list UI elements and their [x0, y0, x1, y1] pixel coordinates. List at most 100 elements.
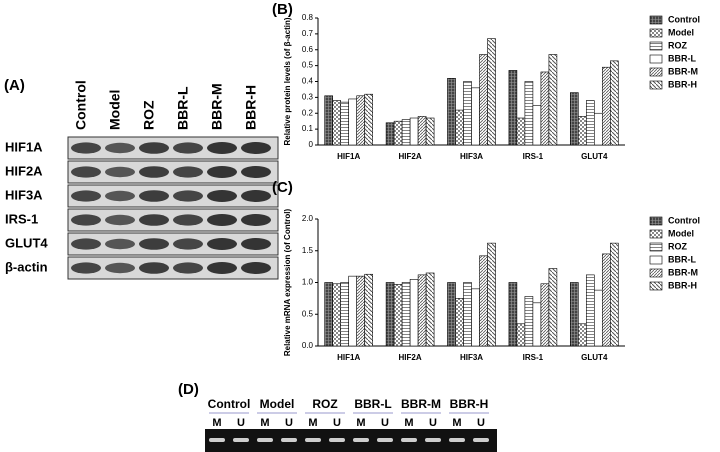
- y-tick-label: 0: [309, 140, 314, 149]
- lane-label: U: [477, 417, 485, 429]
- x-tick-label: HIF1A: [337, 152, 360, 161]
- bar: [569, 92, 579, 146]
- x-tick-label: HIF3A: [460, 353, 483, 362]
- bar: [324, 282, 334, 347]
- bar: [609, 60, 619, 146]
- x-tick-label: GLUT4: [581, 353, 608, 362]
- bar: [385, 282, 395, 347]
- x-tick-label: GLUT4: [581, 152, 608, 161]
- blot-band: [139, 214, 169, 226]
- y-tick-label: 0.2: [302, 108, 314, 117]
- bar: [548, 54, 558, 146]
- lane-label: U: [237, 417, 245, 429]
- gel-band: [281, 438, 297, 442]
- blot-band: [139, 238, 169, 250]
- column-label: Control: [73, 80, 89, 130]
- gel-band: [257, 438, 273, 442]
- bar: [324, 95, 334, 146]
- gel: [205, 429, 497, 452]
- legend-label: Control: [668, 215, 700, 225]
- legend-swatch: [649, 255, 663, 265]
- blot-band: [207, 142, 237, 154]
- x-tick-label: IRS-1: [523, 353, 544, 362]
- lane-label: U: [333, 417, 341, 429]
- blot-band: [241, 190, 271, 202]
- column-label: ROZ: [141, 100, 157, 130]
- blot-band: [105, 142, 135, 154]
- legend-swatch: [649, 15, 663, 25]
- blot-band: [241, 238, 271, 250]
- bar: [532, 302, 542, 347]
- bar: [332, 283, 342, 347]
- bar: [585, 100, 595, 146]
- row-label: GLUT4: [5, 235, 48, 250]
- legend-label: BBR-H: [668, 79, 697, 89]
- blot-band: [241, 262, 271, 274]
- blot-band: [173, 238, 203, 250]
- bar: [487, 38, 496, 146]
- legend-label: Control: [668, 14, 700, 24]
- blot-band: [71, 262, 101, 274]
- legend-label: BBR-H: [668, 280, 697, 290]
- gel-band: [377, 438, 393, 442]
- bar: [447, 78, 456, 146]
- bar: [385, 122, 395, 146]
- bar: [479, 54, 488, 146]
- y-tick-label: 0.0: [302, 341, 314, 350]
- legend-label: BBR-L: [668, 254, 696, 264]
- legend-label: ROZ: [668, 241, 688, 251]
- row-label: HIF2A: [5, 163, 43, 178]
- blot-band: [207, 190, 237, 202]
- panel-label: (B): [272, 1, 293, 18]
- bar: [348, 98, 358, 146]
- x-tick-label: HIF2A: [399, 152, 422, 161]
- bar: [356, 275, 366, 347]
- bar: [524, 81, 534, 146]
- gel-band: [449, 438, 465, 442]
- bar: [487, 242, 496, 347]
- bar: [540, 71, 550, 146]
- blot-band: [241, 214, 271, 226]
- blot-band: [105, 214, 135, 226]
- bar: [364, 93, 374, 146]
- bar: [601, 253, 611, 347]
- bar: [516, 323, 526, 347]
- y-tick-label: 0.1: [302, 124, 314, 133]
- bar: [447, 282, 456, 347]
- bar: [577, 323, 587, 347]
- bar: [401, 119, 411, 146]
- bar: [417, 116, 427, 146]
- column-label: BBR-H: [243, 85, 259, 130]
- gel-band: [329, 438, 345, 442]
- bar: [425, 272, 435, 347]
- y-axis-label: Relative mRNA expression (of Control): [283, 209, 292, 357]
- bar: [471, 288, 480, 347]
- lane-label: M: [260, 417, 269, 429]
- bar: [393, 284, 403, 347]
- lane-label: U: [381, 417, 389, 429]
- legend-label: BBR-L: [668, 53, 696, 63]
- group-label: Control: [208, 397, 251, 411]
- legend-swatch: [649, 67, 663, 77]
- bar: [479, 255, 488, 347]
- y-tick-label: 0.4: [302, 77, 314, 86]
- bar: [455, 298, 464, 347]
- blot-band: [71, 166, 101, 178]
- blot-band: [71, 238, 101, 250]
- legend-swatch: [649, 54, 663, 64]
- blot-band: [207, 166, 237, 178]
- legend-swatch: [649, 80, 663, 90]
- x-tick-label: HIF2A: [399, 353, 422, 362]
- y-tick-label: 1.5: [302, 246, 314, 255]
- bar: [577, 116, 587, 146]
- column-label: BBR-L: [175, 86, 191, 130]
- gel-band: [209, 438, 225, 442]
- bar: [585, 274, 595, 347]
- bar: [524, 296, 534, 347]
- bar: [516, 117, 526, 146]
- lane-label: M: [404, 417, 413, 429]
- group-label: Model: [260, 397, 295, 411]
- bar: [463, 81, 472, 146]
- lane-label: M: [452, 417, 461, 429]
- blot-band: [139, 142, 169, 154]
